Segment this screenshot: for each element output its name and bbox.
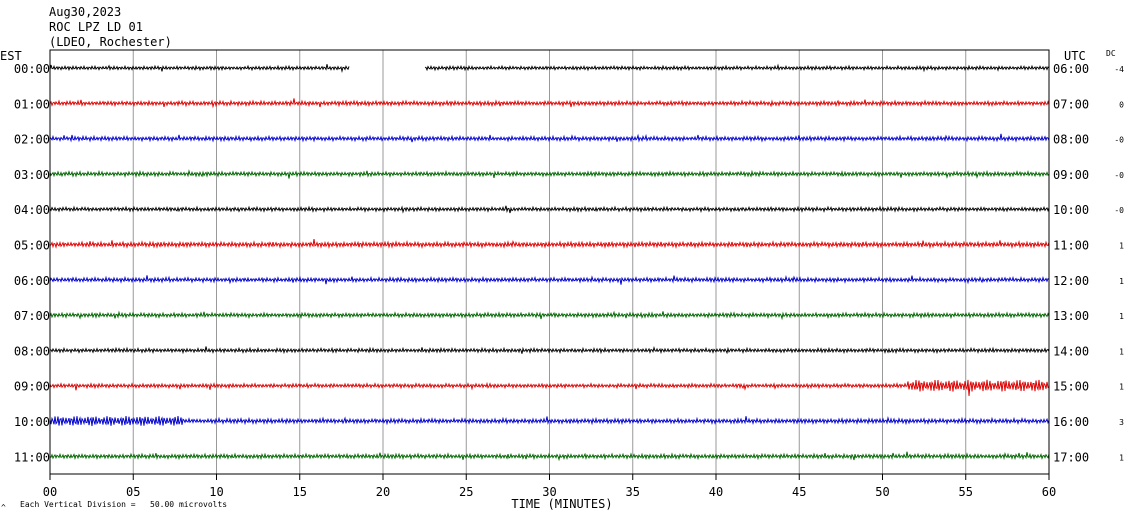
trace-line bbox=[49, 451, 1050, 462]
dc-offset-label: 1 bbox=[1119, 347, 1124, 356]
right-axis-title: UTC bbox=[1064, 49, 1086, 63]
trace-line bbox=[49, 133, 1050, 143]
x-tick-label: 45 bbox=[792, 485, 806, 499]
dc-offset-label: 1 bbox=[1119, 242, 1124, 251]
est-hour-label: 01:00 bbox=[14, 97, 50, 111]
est-hour-label: 04:00 bbox=[14, 203, 50, 217]
dc-offset-label: -0 bbox=[1114, 136, 1124, 145]
trace-line bbox=[49, 169, 1050, 179]
est-hour-label: 08:00 bbox=[14, 344, 50, 358]
utc-hour-label: 14:00 bbox=[1053, 344, 1089, 358]
scale-note: Each Vertical Division = 50.00 microvolt… bbox=[20, 500, 227, 509]
est-hour-label: 02:00 bbox=[14, 133, 50, 147]
est-hour-label: 03:00 bbox=[14, 168, 50, 182]
dc-column-title: DC bbox=[1106, 49, 1116, 58]
dc-offset-label: 1 bbox=[1119, 312, 1124, 321]
utc-hour-label: 16:00 bbox=[1053, 415, 1089, 429]
dc-offset-label: 1 bbox=[1119, 277, 1124, 286]
est-hour-label: 00:00 bbox=[14, 62, 50, 76]
seismic-traces bbox=[49, 63, 1050, 462]
left-axis-title: EST bbox=[0, 49, 22, 63]
utc-hour-label: 07:00 bbox=[1053, 97, 1089, 111]
utc-hour-label: 09:00 bbox=[1053, 168, 1089, 182]
x-tick-label: 50 bbox=[875, 485, 889, 499]
utc-hour-label: 08:00 bbox=[1053, 133, 1089, 147]
trace-line bbox=[49, 346, 1050, 355]
x-tick-label: 15 bbox=[293, 485, 307, 499]
trace-line bbox=[49, 239, 1050, 250]
vertical-grid bbox=[132, 50, 967, 474]
est-hour-label: 10:00 bbox=[14, 415, 50, 429]
est-hour-label: 07:00 bbox=[14, 309, 50, 323]
x-tick-label: 30 bbox=[542, 485, 556, 499]
trace-line bbox=[49, 274, 1050, 285]
dc-offset-label: 1 bbox=[1119, 453, 1124, 462]
dc-offset-label: -0 bbox=[1114, 171, 1124, 180]
trace-line bbox=[49, 205, 1050, 214]
x-tick-label: 05 bbox=[126, 485, 140, 499]
x-tick-label: 60 bbox=[1042, 485, 1056, 499]
dc-offset-label: 1 bbox=[1119, 383, 1124, 392]
x-tick-label: 00 bbox=[43, 485, 57, 499]
utc-hour-label: 15:00 bbox=[1053, 380, 1089, 394]
trace-line bbox=[49, 379, 1050, 396]
x-tick-label: 35 bbox=[626, 485, 640, 499]
row-labels: 00:00 06:00 -4 01:00 07:00 0 02:00 08:00 -0 03:00… bbox=[14, 62, 1124, 464]
est-hour-label: 05:00 bbox=[14, 239, 50, 253]
est-hour-label: 06:00 bbox=[14, 274, 50, 288]
utc-hour-label: 13:00 bbox=[1053, 309, 1089, 323]
trace-line bbox=[49, 98, 1050, 109]
utc-hour-label: 17:00 bbox=[1053, 450, 1089, 464]
dc-offset-label: -4 bbox=[1114, 65, 1124, 74]
x-tick-label: 25 bbox=[459, 485, 473, 499]
station-label: ROC LPZ LD 01 bbox=[49, 20, 143, 34]
dc-offset-label: -0 bbox=[1114, 206, 1124, 215]
x-axis-ticks: 00 05 10 15 20 25 30 35 40 45 50 55 60 bbox=[43, 474, 1056, 499]
utc-hour-label: 06:00 bbox=[1053, 62, 1089, 76]
dc-offset-label: 0 bbox=[1119, 100, 1124, 109]
x-tick-label: 20 bbox=[376, 485, 390, 499]
network-label: (LDEO, Rochester) bbox=[49, 35, 172, 49]
date-label: Aug30,2023 bbox=[49, 5, 121, 19]
utc-hour-label: 10:00 bbox=[1053, 203, 1089, 217]
trace-line bbox=[49, 310, 1050, 321]
trace-line bbox=[49, 416, 1050, 427]
x-tick-label: 55 bbox=[959, 485, 973, 499]
corner-mark: ^ bbox=[1, 503, 6, 512]
est-hour-label: 11:00 bbox=[14, 450, 50, 464]
trace-line bbox=[49, 63, 1050, 73]
utc-hour-label: 12:00 bbox=[1053, 274, 1089, 288]
est-hour-label: 09:00 bbox=[14, 380, 50, 394]
x-tick-label: 10 bbox=[209, 485, 223, 499]
x-tick-label: 40 bbox=[709, 485, 723, 499]
x-axis-title: TIME (MINUTES) bbox=[511, 497, 612, 511]
dc-offset-label: 3 bbox=[1119, 418, 1124, 427]
utc-hour-label: 11:00 bbox=[1053, 239, 1089, 253]
